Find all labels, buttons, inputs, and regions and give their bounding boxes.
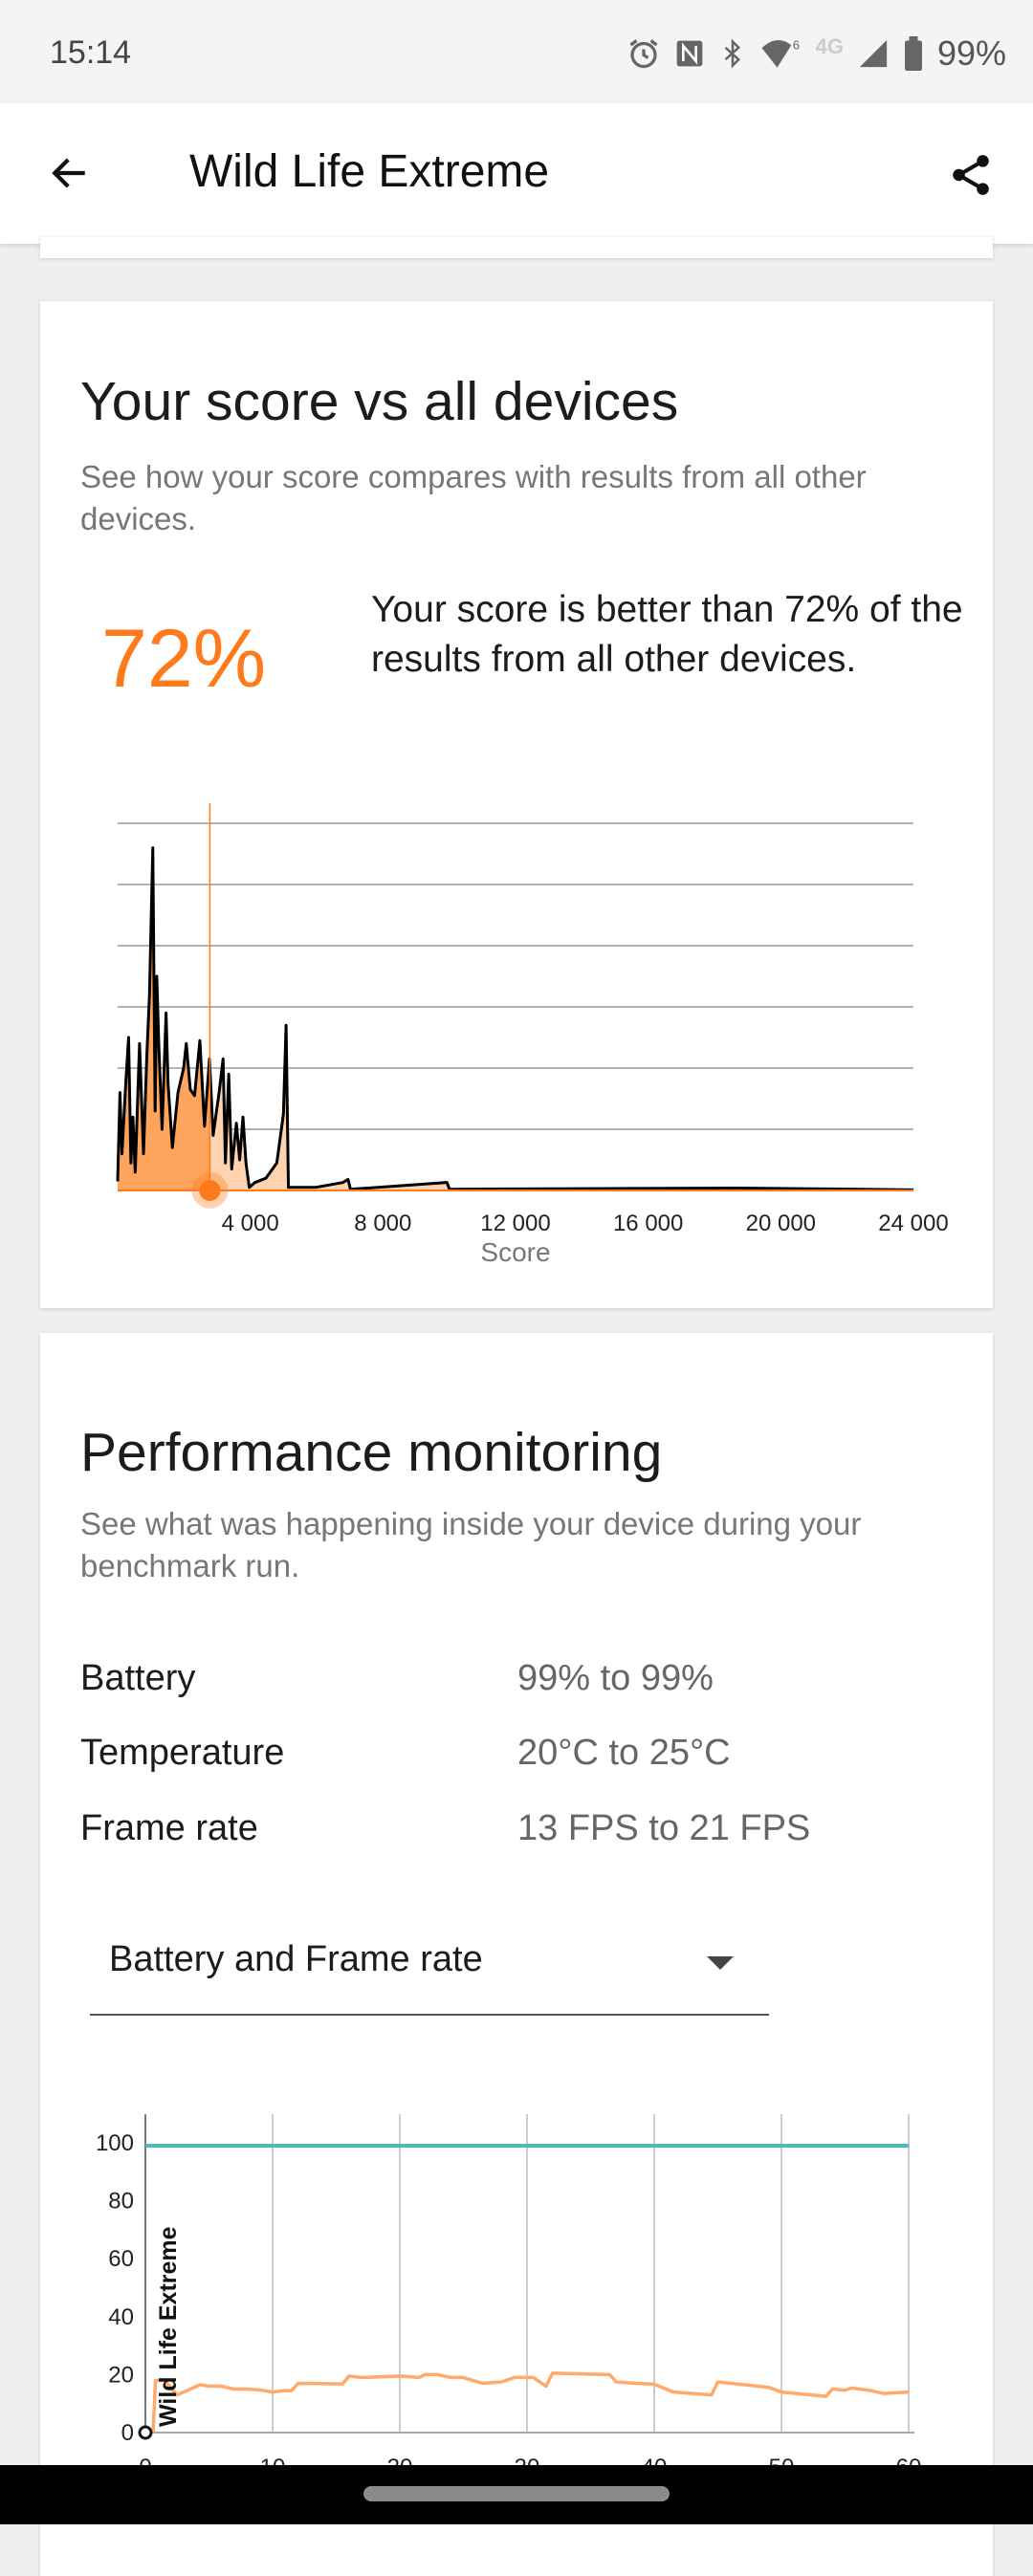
dropdown-arrow-icon <box>707 1956 734 1970</box>
distribution-line <box>116 846 914 1191</box>
x-tick-label: 24 000 <box>878 1211 948 1236</box>
network-type: 4G <box>815 34 844 58</box>
area-above-score <box>209 1025 913 1190</box>
arrow-left-icon[interactable] <box>48 153 92 193</box>
performance-card: Performance monitoring See what was happ… <box>40 1333 993 2576</box>
x-tick-label: 8 000 <box>354 1211 411 1236</box>
x-tick-label: 12 000 <box>480 1211 550 1236</box>
status-icons: 6 4G 99% <box>626 33 1006 75</box>
score-card-title: Your score vs all devices <box>80 371 679 432</box>
percentile-description: Your score is better than 72% of the res… <box>371 589 963 680</box>
share-icon[interactable] <box>947 149 995 201</box>
start-marker <box>138 2425 153 2440</box>
frame_rate-line <box>151 2371 910 2434</box>
y-tick-label: 40 <box>108 2304 134 2330</box>
score-card-subtitle: See how your score compares with results… <box>80 459 867 536</box>
performance-subtitle: See what was happening inside your devic… <box>80 1506 862 1583</box>
page-title: Wild Life Extreme <box>189 146 550 197</box>
x-tick-label: 20 000 <box>746 1211 816 1236</box>
wifi-icon: 6 <box>761 38 800 68</box>
percentile-value: 72% <box>101 613 267 705</box>
performance-chart: 0102030405060020406080100Wild Life Extre… <box>96 2114 921 2480</box>
x-tick-label: 4 000 <box>222 1211 279 1236</box>
chart-type-dropdown[interactable]: Battery and Frame rate <box>90 1922 769 2016</box>
x-tick-label: 16 000 <box>613 1211 683 1236</box>
bluetooth-icon <box>724 38 740 69</box>
score-distribution-chart: 4 000 8 000 12 000 16 000 20 000 24 000 Score <box>116 803 949 1267</box>
svg-text:6: 6 <box>792 38 799 53</box>
temperature-label: Temperature <box>80 1733 285 1773</box>
y-tick-label: 60 <box>108 2246 134 2272</box>
frame-rate-value: 13 FPS to 21 FPS <box>517 1808 811 1848</box>
y-tick-label: 100 <box>96 2130 134 2156</box>
dropdown-selected: Battery and Frame rate <box>109 1939 483 1979</box>
y-tick-label: 20 <box>108 2362 134 2388</box>
y-tick-label: 0 <box>121 2420 134 2446</box>
x-axis-label: Score <box>480 1237 550 1267</box>
alarm-icon <box>629 39 658 69</box>
app-bar: Wild Life Extreme <box>0 103 1033 244</box>
signal-icon <box>859 39 888 68</box>
battery-value: 99% to 99% <box>517 1658 714 1698</box>
nfc-icon <box>676 40 702 67</box>
temperature-value: 20°C to 25°C <box>517 1733 731 1773</box>
y-tick-label: 80 <box>108 2189 134 2215</box>
home-handle[interactable] <box>363 2486 670 2501</box>
run-annotation: Wild Life Extreme <box>155 2226 182 2427</box>
battery-percent: 99% <box>936 33 1006 73</box>
clock: 15:14 <box>50 34 132 71</box>
performance-title: Performance monitoring <box>80 1422 663 1483</box>
previous-card <box>40 237 993 258</box>
your-score-marker <box>199 1180 221 1201</box>
battery-label: Battery <box>80 1658 196 1698</box>
frame-rate-label: Frame rate <box>80 1808 258 1848</box>
battery-icon <box>904 36 922 71</box>
status-bar: 15:14 6 4G 99% <box>0 0 1033 103</box>
